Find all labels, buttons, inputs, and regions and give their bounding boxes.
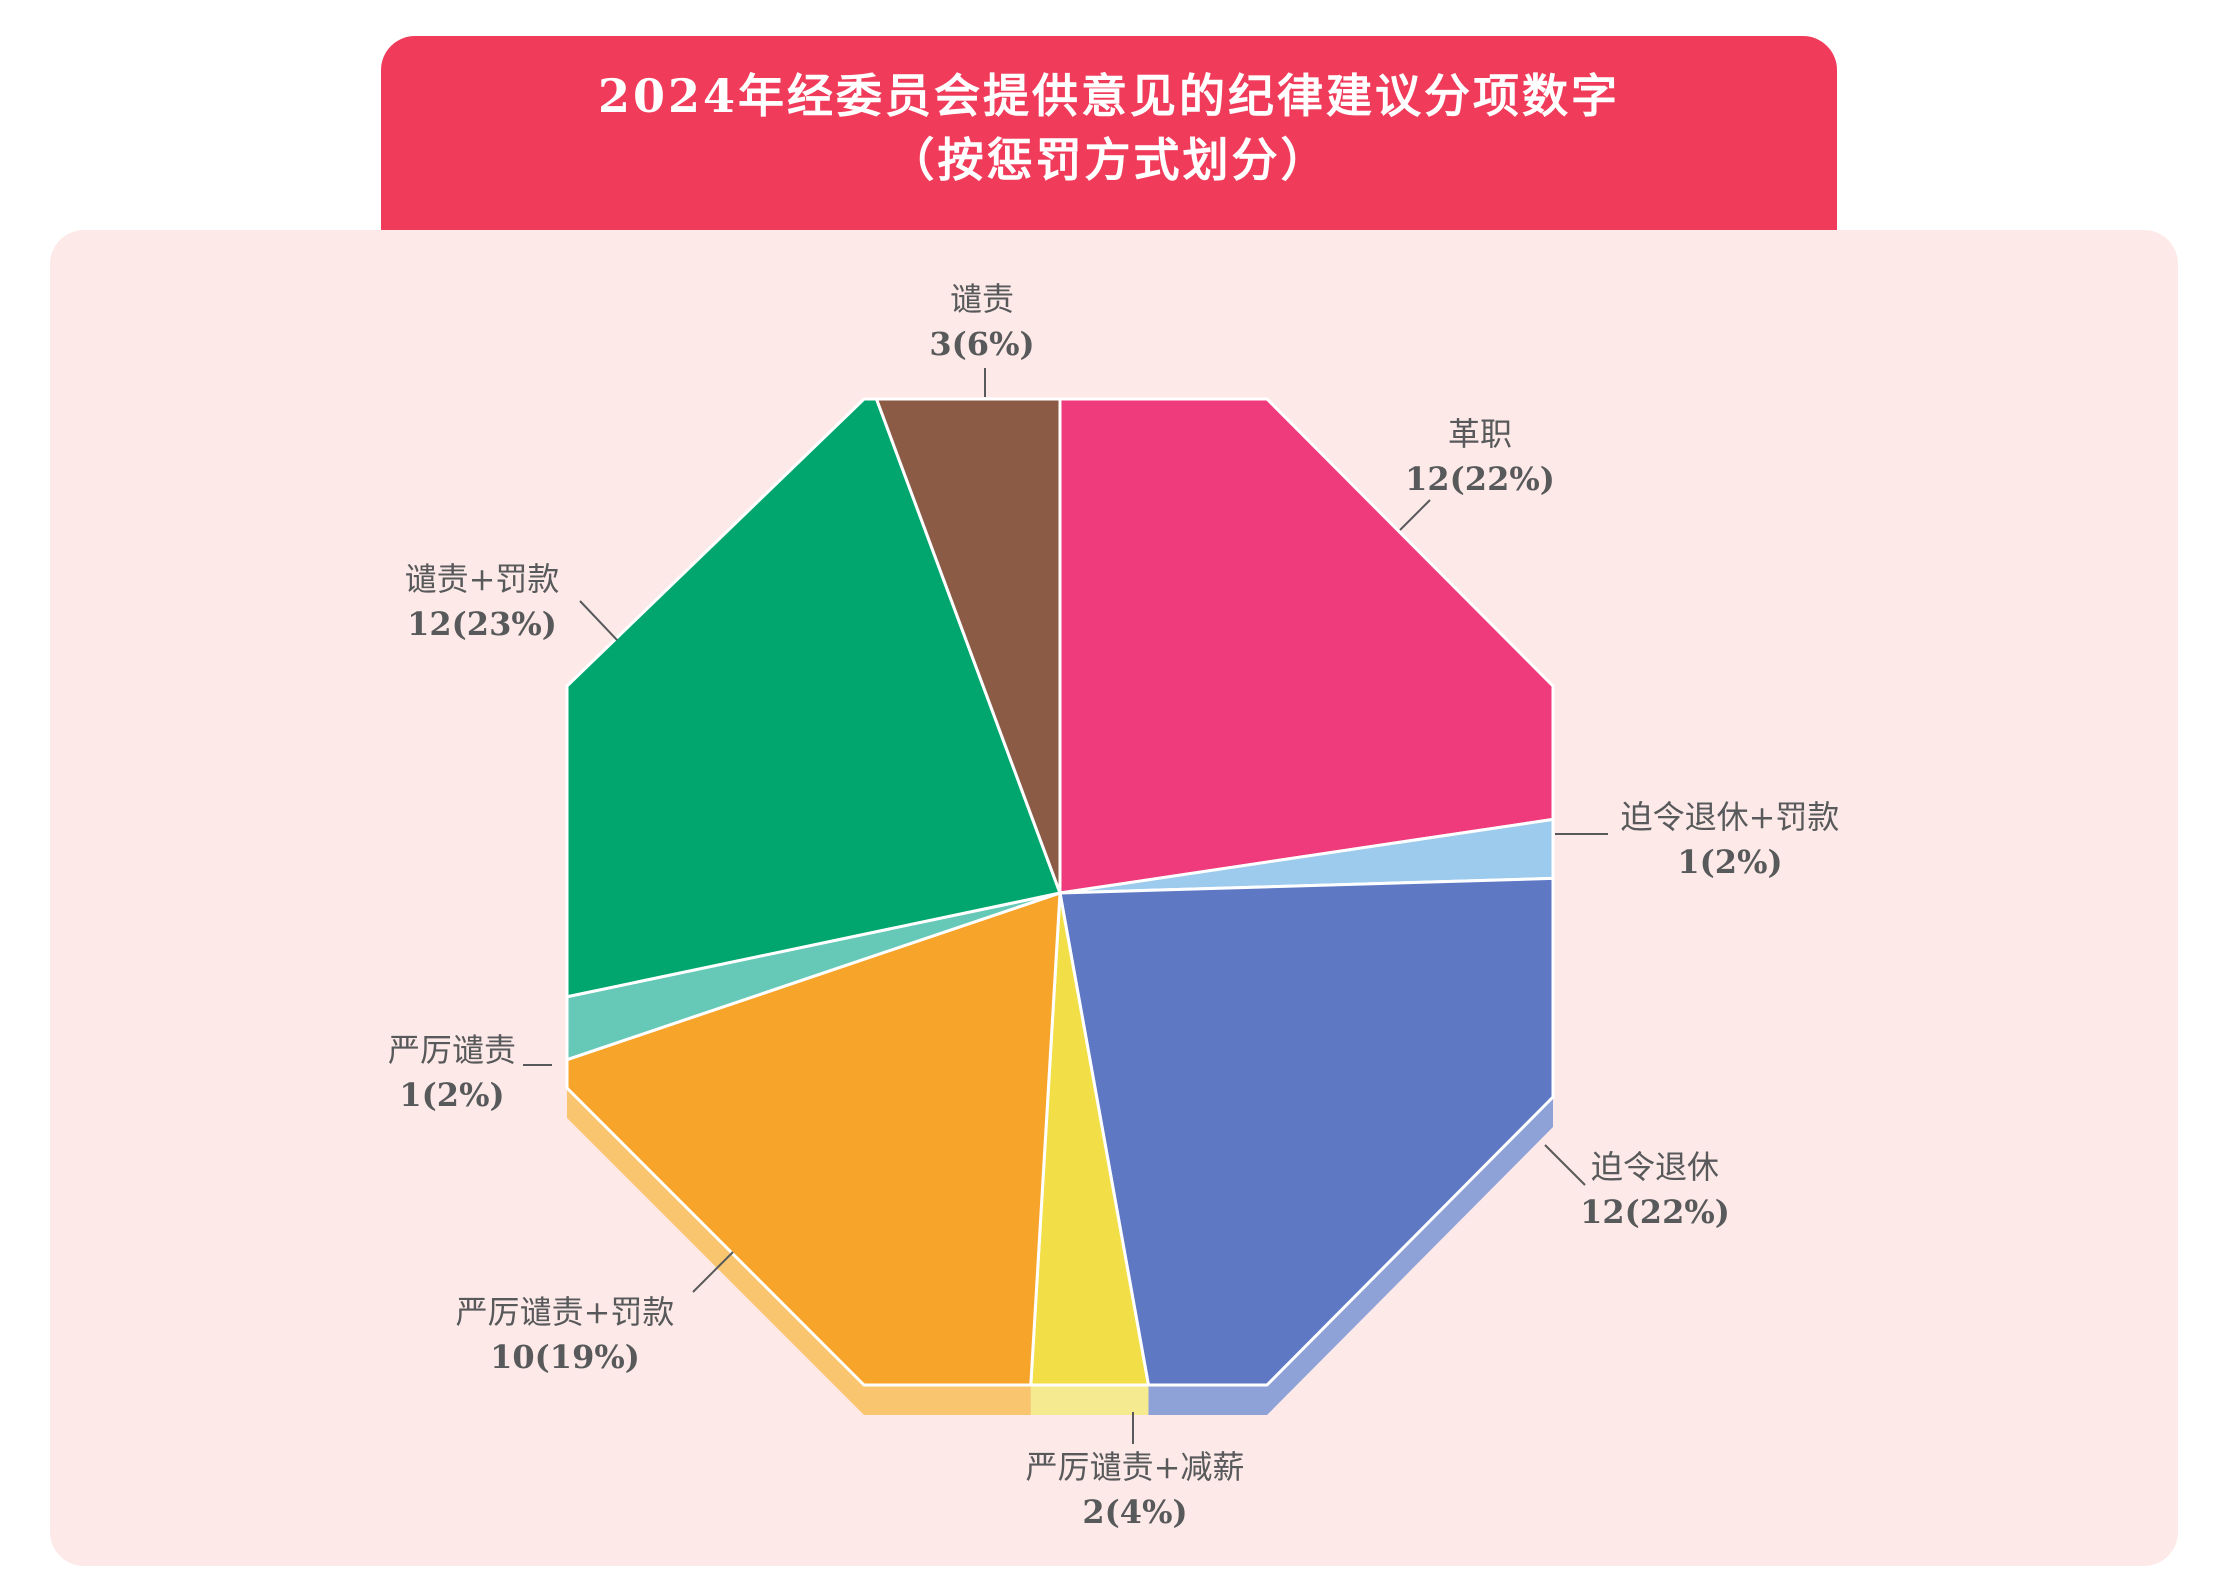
slice-label-7: 谴责: [950, 280, 1014, 318]
slice-label-5: 严厉谴责: [388, 1031, 516, 1069]
slice-label-0: 革职: [1448, 415, 1512, 453]
chart-title: 2024年经委员会提供意见的纪律建议分项数字: [597, 69, 1621, 123]
slice-label-3: 严厉谴责+减薪: [1026, 1448, 1245, 1486]
pie-slice-7: [875, 397, 1062, 895]
slice-label-2: 迫令退休: [1591, 1148, 1719, 1186]
slice-value-label-1: 1(2%): [1677, 843, 1782, 881]
slice-depth-2: [1148, 910, 1553, 1415]
slice-depth-4: [567, 1059, 1031, 1415]
slice-value-label-7: 3(6%): [929, 325, 1034, 363]
slice-value-label-2: 12(22%): [1580, 1193, 1730, 1231]
slice-value-label-3: 2(4%): [1082, 1493, 1187, 1531]
chart-title-banner: 2024年经委员会提供意见的纪律建议分项数字 （按惩罚方式划分）: [381, 36, 1837, 230]
chart-subtitle: （按惩罚方式划分）: [888, 133, 1330, 187]
leader-line-0: [1399, 499, 1431, 531]
slice-value-label-5: 1(2%): [399, 1076, 504, 1114]
slice-label-4: 严厉谴责+罚款: [456, 1293, 675, 1331]
slice-value-label-0: 12(22%): [1405, 460, 1555, 498]
chart-slices: [565, 397, 1555, 1387]
slice-value-label-6: 12(23%): [407, 605, 557, 643]
slice-label-1: 迫令退休+罚款: [1621, 798, 1840, 836]
slice-value-label-4: 10(19%): [490, 1338, 640, 1376]
chart-leader-lines: [523, 368, 1608, 1444]
leader-line-6: [579, 600, 618, 641]
chart-labels: 革职 12(22%) 迫令退休+罚款 1(2%) 迫令退休 12(22%) 严厉谴责+减薪 2…: [388, 280, 1839, 1531]
chart-depth-layer: [567, 910, 1553, 1415]
leader-line-4: [692, 1251, 734, 1293]
slice-depth-3: [1030, 1385, 1149, 1415]
slice-label-6: 谴责+罚款: [405, 560, 560, 598]
leader-line-2: [1544, 1144, 1586, 1186]
